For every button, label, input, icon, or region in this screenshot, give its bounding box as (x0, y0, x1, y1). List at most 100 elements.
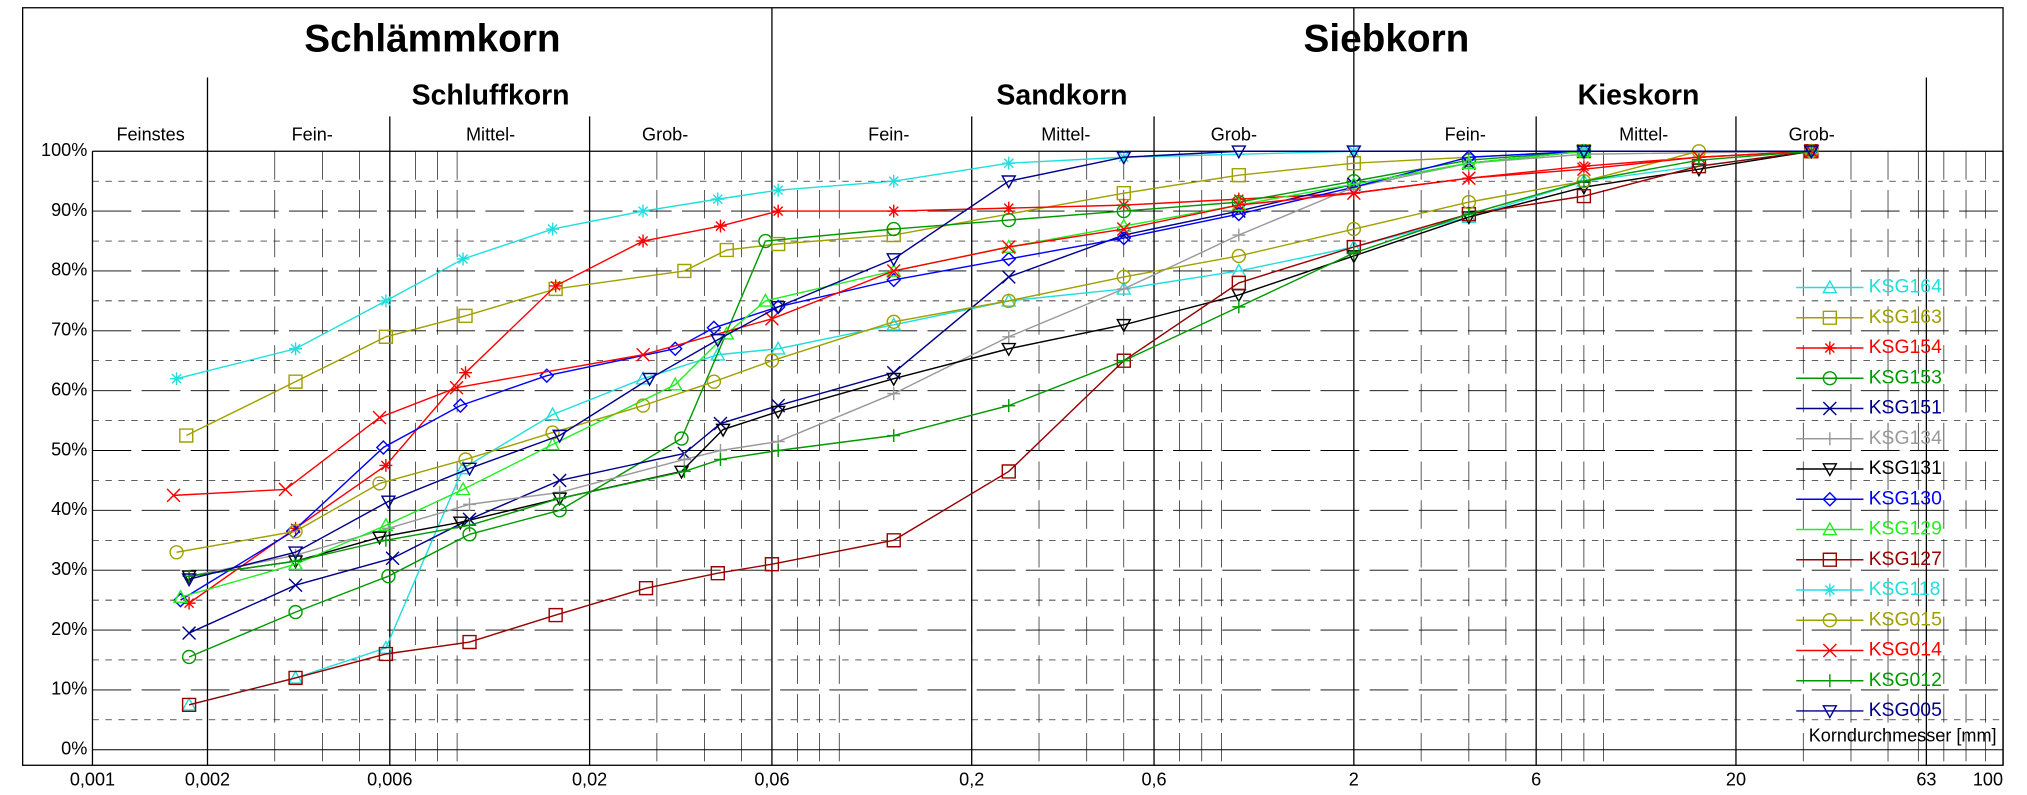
y-tick-label: 90% (51, 200, 87, 220)
data-point (1576, 145, 1592, 160)
legend-marker (1822, 643, 1837, 658)
data-point (1116, 222, 1131, 237)
data-point (552, 473, 567, 488)
header-class: Mittel- (1041, 125, 1090, 145)
data-point (379, 294, 393, 308)
x-tick-label: 0,002 (185, 770, 230, 790)
data-point (1001, 293, 1016, 309)
data-point (886, 372, 902, 387)
data-point (1001, 464, 1016, 479)
y-tick-label: 20% (51, 619, 87, 639)
data-point (288, 670, 303, 686)
legend-label: KSG129 (1869, 518, 1942, 540)
legend-label: KSG154 (1869, 336, 1942, 358)
data-point (379, 533, 393, 547)
data-point (181, 697, 197, 713)
data-point (181, 649, 197, 665)
data-point (289, 342, 303, 356)
data-point (1346, 221, 1362, 237)
data-point (385, 551, 400, 566)
data-point (458, 452, 473, 467)
header-class: Grob- (642, 125, 688, 145)
data-point (1462, 207, 1476, 221)
y-tick-label: 40% (51, 499, 87, 519)
data-point (1576, 162, 1591, 177)
series-line (176, 150, 1812, 380)
data-point (886, 316, 902, 331)
data-point (706, 374, 722, 389)
legend-label: KSG164 (1869, 276, 1942, 298)
data-point (1231, 248, 1246, 264)
series-line (188, 150, 1812, 577)
data-point (1346, 174, 1362, 189)
data-point (635, 398, 651, 413)
data-point (539, 368, 555, 384)
data-point (1232, 300, 1246, 314)
header-title: Siebkorn (1304, 18, 1470, 61)
header-group: Sandkorn (996, 79, 1127, 111)
data-point (459, 366, 473, 380)
legend-marker (1822, 279, 1838, 294)
data-point (458, 308, 473, 324)
header-group: Schluffkorn (412, 79, 570, 111)
legend-marker (1822, 401, 1837, 416)
x-tick-label: 0,006 (367, 770, 412, 790)
data-point (1461, 194, 1477, 210)
data-point (278, 482, 293, 497)
data-point (710, 333, 726, 348)
data-point (1002, 201, 1016, 215)
data-point (378, 646, 394, 662)
legend-label: KSG163 (1869, 306, 1942, 328)
data-point (887, 429, 901, 443)
legend-label: KSG005 (1869, 699, 1942, 721)
legend-label: KSG118 (1869, 578, 1941, 600)
x-tick-label: 0,02 (572, 770, 607, 790)
data-point (166, 488, 181, 503)
data-point (1346, 145, 1362, 160)
y-tick-label: 10% (51, 679, 87, 699)
legend-label: KSG134 (1869, 427, 1942, 449)
data-point (545, 425, 560, 440)
header-class: Mittel- (466, 125, 515, 145)
data-point (287, 546, 304, 561)
legend-marker (1822, 705, 1838, 719)
legend-label: KSG130 (1869, 487, 1942, 509)
data-point (1002, 156, 1016, 170)
legend-marker (1822, 613, 1838, 628)
data-point (677, 453, 691, 466)
y-tick-label: 70% (51, 320, 87, 340)
data-point (1346, 176, 1362, 191)
data-point (372, 476, 387, 491)
data-point (674, 431, 689, 446)
data-point (170, 372, 184, 386)
y-tick-label: 0% (61, 739, 87, 759)
data-point (886, 253, 902, 267)
data-point (1576, 188, 1592, 204)
data-point (182, 626, 197, 641)
legend-label: KSG131 (1869, 457, 1942, 479)
data-point (1346, 186, 1361, 201)
data-point (886, 263, 901, 278)
data-point (770, 236, 786, 252)
data-point (715, 423, 731, 438)
data-point (182, 596, 196, 610)
legend-marker (1822, 371, 1838, 386)
legend-marker (1823, 341, 1837, 355)
data-point (771, 204, 785, 218)
data-point (1002, 399, 1016, 413)
data-point (713, 416, 728, 431)
legend-marker (1822, 463, 1838, 477)
data-point (886, 314, 901, 329)
data-point (1001, 175, 1017, 190)
header-class: Fein- (292, 125, 333, 145)
data-point (771, 183, 785, 197)
data-point (375, 440, 391, 455)
data-point (378, 517, 394, 532)
y-tick-label: 100% (41, 140, 87, 160)
series-line (188, 150, 1812, 706)
data-point (636, 204, 650, 218)
data-point (667, 376, 683, 391)
data-point (548, 281, 563, 297)
data-point (638, 580, 654, 596)
